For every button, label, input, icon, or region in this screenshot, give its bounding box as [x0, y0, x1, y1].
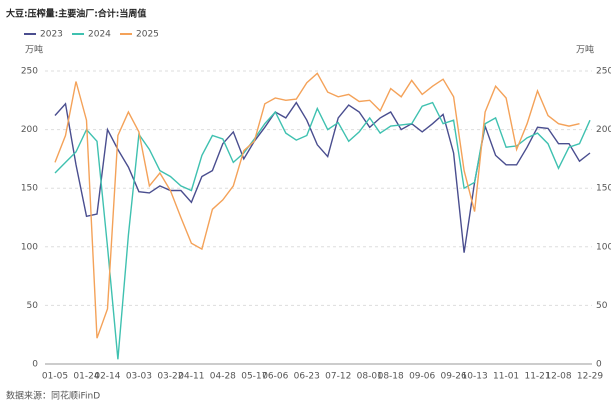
x-tick-label: 06-23	[294, 372, 320, 382]
y2-tick-label: 200	[596, 125, 611, 135]
y2-tick-label: 50	[596, 301, 608, 311]
y-tick-label: 200	[21, 125, 38, 135]
legend-label: 2023	[40, 30, 63, 40]
x-tick-label: 02-14	[94, 372, 120, 382]
x-tick-label: 09-06	[409, 372, 435, 382]
y2-tick-label: 250	[596, 67, 611, 77]
x-tick-label: 08-01	[357, 372, 383, 382]
x-tick-label: 12-29	[577, 372, 603, 382]
x-tick-label: 01-24	[73, 372, 99, 382]
x-tick-label: 11-21	[524, 372, 550, 382]
x-tick-label: 10-13	[462, 372, 488, 382]
x-tick-label: 11-01	[493, 372, 519, 382]
x-tick-label: 09-26	[441, 372, 467, 382]
x-tick-label: 03-22	[157, 372, 183, 382]
chart-title: 大豆:压榨量:主要油厂:合计:当周值	[6, 8, 146, 20]
legend-label: 2024	[88, 30, 111, 40]
x-tick-label: 04-11	[178, 372, 204, 382]
y-tick-label: 100	[21, 242, 38, 252]
series-line	[54, 101, 591, 360]
y2-tick-label: 150	[596, 184, 611, 194]
source: 数据来源：同花顺iFinD	[6, 390, 100, 402]
y2-tick-label: 0	[596, 360, 602, 370]
x-tick-label: 04-28	[210, 372, 236, 382]
x-tick-label: 06-06	[262, 372, 288, 382]
series-line	[54, 101, 591, 253]
y2-unit: 万吨	[576, 44, 594, 56]
y-tick-label: 150	[21, 184, 38, 194]
y-tick-label: 0	[32, 360, 38, 370]
y-unit: 万吨	[25, 44, 43, 56]
x-tick-label: 01-05	[42, 372, 68, 382]
y-tick-label: 50	[27, 301, 39, 311]
y2-tick-label: 100	[596, 242, 611, 252]
legend-label: 2025	[136, 30, 159, 40]
x-tick-label: 03-03	[126, 372, 152, 382]
x-tick-label: 07-12	[325, 372, 351, 382]
x-tick-label: 08-18	[378, 372, 404, 382]
x-tick-label: 12-08	[545, 372, 571, 382]
y-tick-label: 250	[21, 67, 38, 77]
series-line	[54, 72, 580, 339]
x-tick-label: 05-17	[241, 372, 267, 382]
